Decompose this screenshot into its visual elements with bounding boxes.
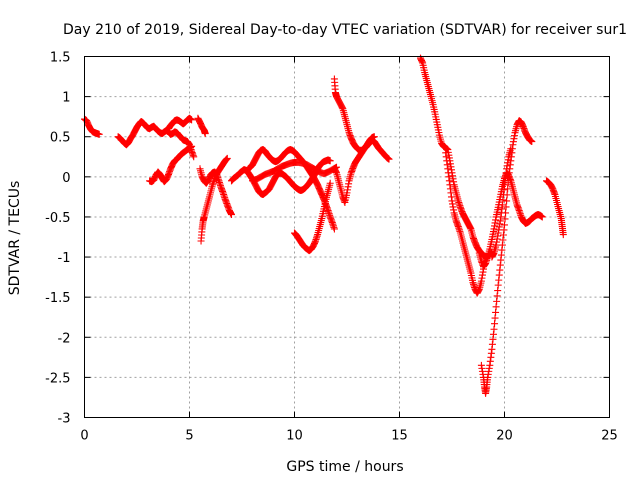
y-tick-label: -3 bbox=[58, 412, 71, 427]
y-tick-label: -0.5 bbox=[45, 211, 70, 226]
x-tick-label: 15 bbox=[391, 429, 408, 444]
data-point bbox=[503, 197, 511, 205]
data-point bbox=[188, 142, 196, 150]
data-point bbox=[190, 153, 198, 161]
y-tick-label: 1.5 bbox=[50, 51, 71, 66]
y-tick-label: -2 bbox=[58, 331, 71, 346]
y-tick-label: 0 bbox=[62, 171, 70, 186]
plot-frame bbox=[84, 56, 610, 418]
grid bbox=[84, 56, 610, 418]
y-tick-label: 0.5 bbox=[50, 131, 71, 146]
data-point bbox=[326, 157, 334, 165]
data-point bbox=[188, 116, 196, 124]
x-axis-label: GPS time / hours bbox=[286, 459, 403, 475]
x-tick-label: 10 bbox=[286, 429, 303, 444]
x-tick-label: 5 bbox=[185, 429, 193, 444]
y-tick-label: -2.5 bbox=[45, 371, 70, 386]
data-point bbox=[559, 231, 567, 239]
data-point bbox=[326, 179, 334, 187]
y-tick-label: -1 bbox=[58, 251, 71, 266]
y-tick-label: 1 bbox=[62, 91, 70, 106]
x-tick-label: 0 bbox=[80, 429, 88, 444]
data-point bbox=[95, 130, 103, 138]
data-point bbox=[538, 213, 546, 221]
data-point bbox=[507, 145, 515, 153]
x-tick-label: 25 bbox=[601, 429, 618, 444]
chart-title: Day 210 of 2019, Sidereal Day-to-day VTE… bbox=[63, 22, 627, 38]
x-tick-label: 20 bbox=[496, 429, 513, 444]
data-point bbox=[370, 133, 378, 141]
y-tick-label: -1.5 bbox=[45, 291, 70, 306]
data-point bbox=[385, 155, 393, 163]
axis-ticks: 0 5 10 15 20 25 -3 -2.5 -2 -1.5 -1 -0.5 0 0.5 1 1.5 bbox=[45, 51, 618, 444]
data-series bbox=[81, 54, 567, 397]
data-point bbox=[228, 211, 235, 219]
data-point bbox=[223, 154, 231, 162]
data-point bbox=[502, 203, 510, 211]
data-point bbox=[501, 215, 509, 223]
y-axis-label: SDTVAR / TECUs bbox=[7, 181, 23, 296]
data-point bbox=[330, 225, 338, 233]
data-point bbox=[501, 221, 508, 229]
data-point bbox=[201, 130, 209, 138]
data-point bbox=[528, 138, 536, 146]
